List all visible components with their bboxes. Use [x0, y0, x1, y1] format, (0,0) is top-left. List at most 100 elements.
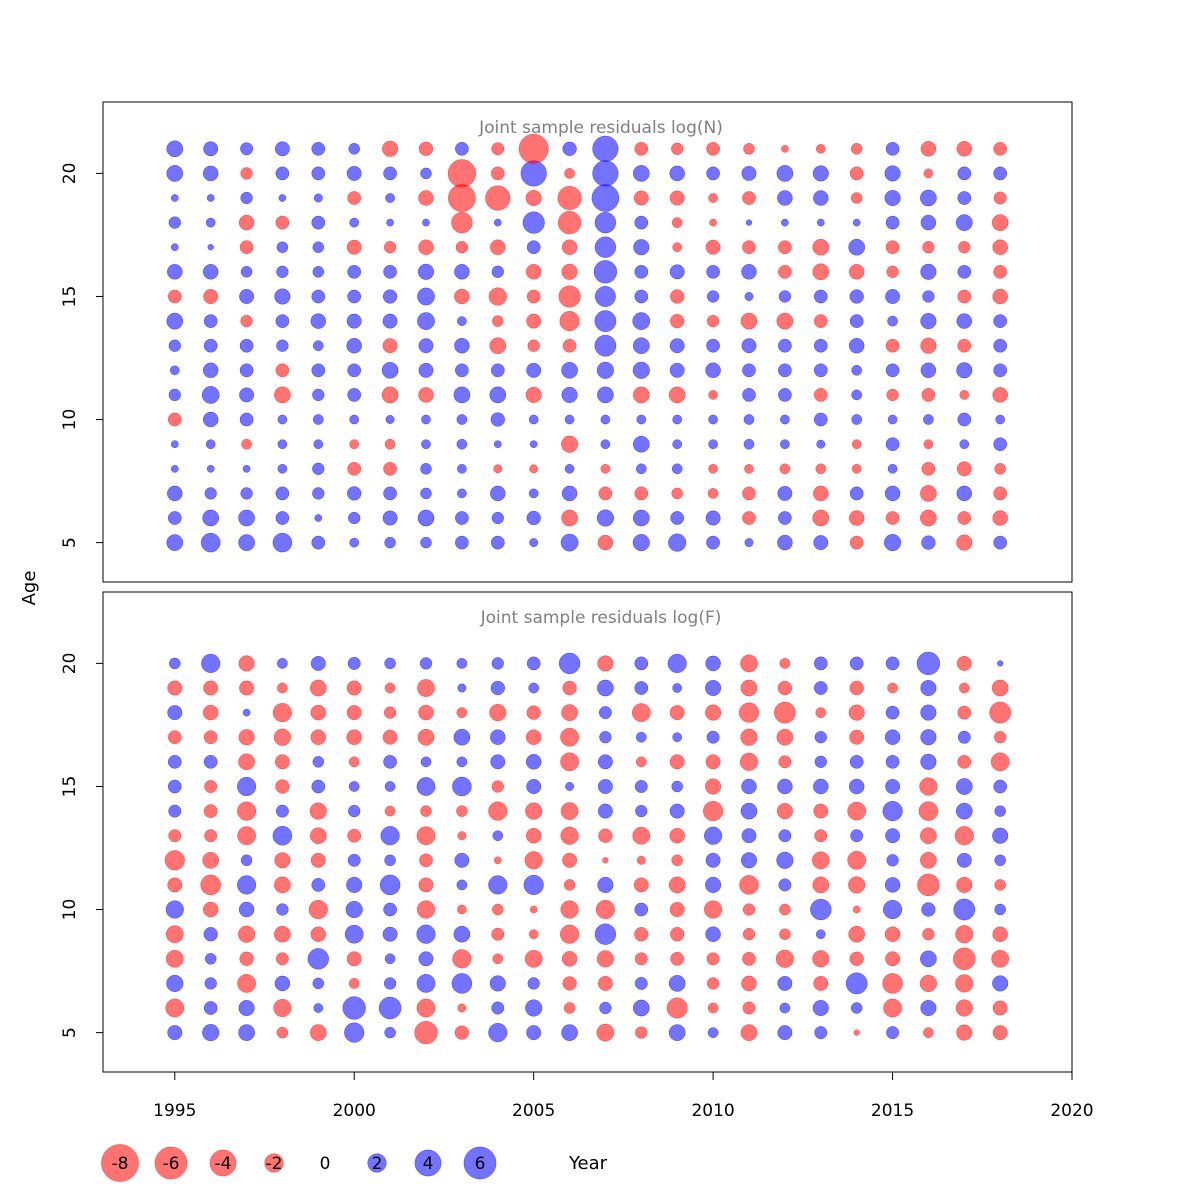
residual-bubble — [777, 1025, 793, 1041]
residual-bubble — [344, 1022, 365, 1043]
residual-bubble — [848, 510, 865, 526]
residual-bubble — [560, 802, 579, 820]
residual-bubble — [777, 485, 793, 501]
residual-bubble — [274, 925, 291, 943]
residual-bubble — [669, 165, 685, 182]
residual-bubble — [634, 902, 649, 917]
residual-bubble — [739, 875, 759, 895]
residual-bubble — [920, 313, 937, 330]
residual-bubble — [957, 338, 972, 353]
residual-bubble — [416, 900, 436, 919]
residual-bubble — [957, 754, 972, 769]
residual-bubble — [632, 435, 650, 453]
residual-bubble — [813, 681, 828, 695]
residual-bubble — [920, 263, 937, 280]
residual-bubble — [994, 731, 1007, 744]
residual-bubble — [490, 239, 506, 255]
residual-bubble — [921, 535, 936, 550]
residual-bubble — [705, 362, 721, 379]
residual-bubble — [635, 804, 648, 818]
residual-bubble — [238, 1024, 255, 1041]
residual-bubble — [775, 949, 794, 968]
residual-bubble — [849, 656, 864, 671]
residual-bubble — [451, 211, 473, 234]
residual-bubble — [562, 852, 578, 868]
residual-bubble — [668, 533, 687, 552]
residual-bubble — [526, 289, 541, 304]
residual-bubble — [204, 487, 217, 500]
residual-bubble — [311, 215, 326, 230]
residual-bubble — [527, 339, 540, 352]
residual-bubble — [203, 289, 219, 304]
residual-bubble — [381, 361, 399, 379]
residual-bubble — [740, 1024, 758, 1041]
residual-bubble — [920, 753, 937, 770]
residual-bubble — [920, 189, 937, 207]
residual-bubble — [525, 827, 542, 844]
residual-bubble — [202, 264, 219, 280]
bubbles-bottom-panel — [164, 651, 1012, 1045]
residual-bubble — [342, 996, 366, 1020]
residual-bubble — [489, 386, 507, 404]
residual-bubble — [206, 464, 215, 473]
residual-bubble — [418, 704, 434, 721]
residual-bubble — [812, 238, 830, 256]
residual-bubble — [705, 704, 722, 721]
residual-bubble — [632, 312, 651, 330]
residual-bubble — [311, 535, 326, 550]
residual-bubble — [920, 337, 937, 354]
residual-bubble — [170, 243, 179, 252]
residual-bubble — [490, 680, 505, 696]
residual-bubble — [884, 534, 902, 552]
residual-bubble — [346, 876, 363, 893]
residual-bubble — [633, 239, 650, 256]
residual-bubble — [560, 752, 579, 772]
residual-bubble — [780, 439, 790, 450]
residual-bubble — [239, 338, 254, 353]
y-tick-label: 20 — [60, 653, 80, 675]
residual-bubble — [993, 338, 1008, 353]
residual-bubble — [384, 781, 396, 792]
residual-bubble — [741, 165, 757, 181]
residual-bubble — [634, 289, 649, 304]
residual-bubble — [420, 756, 432, 768]
residual-bubble — [346, 680, 362, 696]
residual-bubble — [238, 753, 255, 771]
legend-bubble — [414, 1149, 442, 1177]
residual-bubble — [242, 464, 251, 473]
residual-bubble — [383, 902, 397, 917]
residual-bubble — [634, 976, 648, 990]
residual-bubble — [166, 534, 184, 551]
residual-bubble — [490, 729, 506, 745]
residual-bubble — [168, 829, 182, 843]
residual-bubble — [993, 535, 1008, 550]
residual-bubble — [489, 975, 506, 992]
residual-bubble — [275, 952, 289, 966]
residual-bubble — [957, 289, 972, 304]
residual-bubble — [347, 853, 361, 867]
residual-bubble — [705, 852, 721, 868]
residual-bubble — [238, 214, 255, 231]
residual-bubble — [632, 534, 650, 552]
residual-bubble — [347, 264, 362, 279]
residual-bubble — [489, 704, 507, 722]
residual-bubble — [274, 975, 291, 992]
residual-bubble — [668, 1024, 686, 1041]
legend-label: -6 — [163, 1154, 180, 1174]
residual-bubble — [671, 780, 683, 793]
residual-bubble — [491, 927, 505, 941]
residual-bubble — [276, 241, 289, 253]
residual-bubble — [813, 975, 829, 991]
residual-bubble — [240, 487, 253, 500]
residual-bubble — [778, 511, 792, 525]
residual-bubble — [849, 535, 864, 550]
residual-bubble — [705, 510, 721, 526]
residual-bubble — [526, 1025, 542, 1041]
residual-bubble — [456, 658, 468, 669]
residual-bubble — [348, 781, 360, 792]
residual-bubble — [309, 827, 327, 845]
legend: -8 -6 -4 -2 0 2 4 6 — [101, 1144, 497, 1182]
x-tick-label: 2010 — [691, 1101, 734, 1121]
residual-bubble — [528, 488, 539, 499]
legend-label: 0 — [320, 1154, 331, 1174]
